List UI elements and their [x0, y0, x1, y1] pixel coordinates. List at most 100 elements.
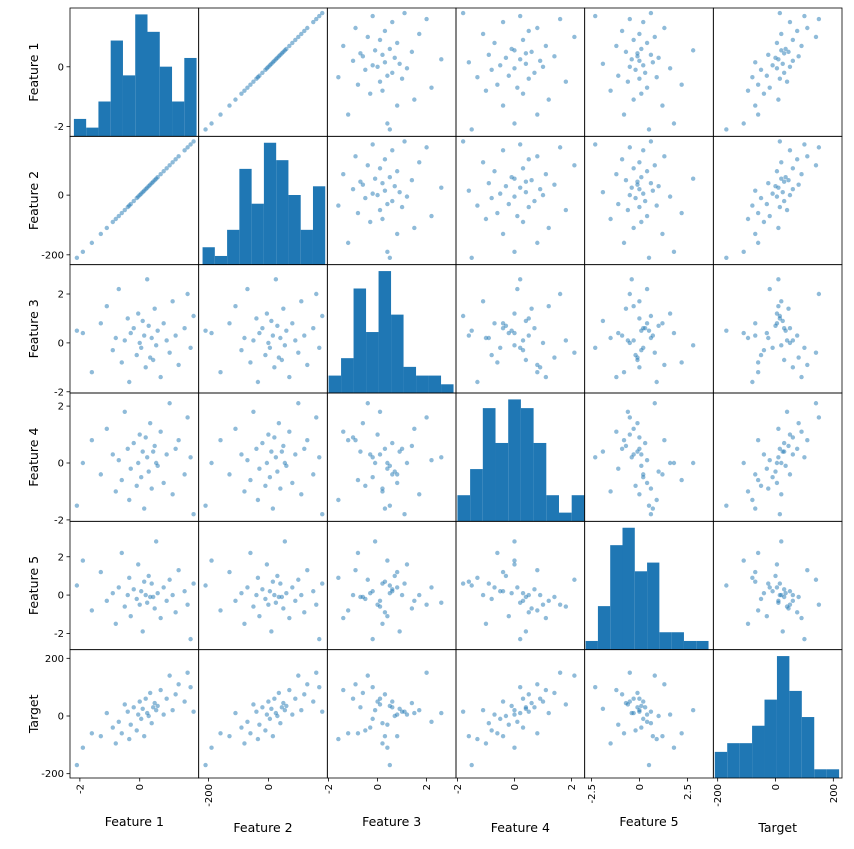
scatter-point [667, 194, 673, 199]
scatter-point [520, 91, 526, 96]
scatter-point [128, 201, 133, 207]
panel [460, 539, 577, 642]
scatter-point [336, 736, 341, 742]
scatter-point [662, 438, 667, 443]
scatter-point [526, 204, 531, 210]
scatter-point [251, 604, 256, 609]
scatter-point [787, 602, 793, 607]
scatter-point [627, 670, 632, 675]
panel-frame [69, 392, 200, 522]
scatter-point [429, 85, 434, 90]
scatter-point [755, 370, 761, 375]
scatter-point [119, 731, 124, 736]
scatter-point [460, 10, 466, 16]
scatter-point [275, 469, 280, 474]
scatter-point [394, 472, 400, 477]
scatter-point [608, 489, 613, 494]
scatter-point [652, 34, 657, 40]
scatter-point [794, 610, 800, 615]
scatter-point [517, 185, 523, 190]
scatter-point [512, 745, 517, 750]
scatter-point [520, 219, 526, 225]
scatter-point [80, 558, 86, 563]
scatter-point [218, 112, 223, 117]
x-axis-label: Feature 4 [491, 820, 550, 835]
scatter-point [644, 480, 650, 486]
scatter-point [150, 449, 156, 454]
scatter-point [690, 48, 696, 53]
panel [460, 277, 577, 385]
scatter-point [173, 446, 178, 451]
scatter-point [816, 415, 822, 420]
scatter-point [167, 163, 172, 168]
scatter-point [784, 207, 790, 213]
scatter-point [116, 213, 121, 219]
scatter-point [781, 440, 787, 446]
scatter-point [140, 449, 145, 454]
scatter-point [311, 589, 316, 594]
scatter-point [290, 585, 295, 590]
scatter-point [753, 321, 758, 326]
scatter-point [483, 621, 489, 627]
scatter-point [753, 333, 758, 338]
scatter-point [563, 79, 569, 84]
scatter-point [311, 699, 316, 704]
scatter-point [786, 306, 791, 311]
scatter-point [299, 299, 304, 304]
scatter-point [131, 440, 136, 446]
hist-bar [147, 31, 160, 137]
scatter-point [614, 374, 619, 380]
scatter-point [777, 204, 783, 210]
scatter-point [239, 725, 244, 730]
scatter-point [164, 452, 169, 457]
scatter-point [654, 736, 659, 742]
scatter-point [377, 37, 383, 43]
scatter-point [627, 192, 632, 198]
scatter-point [245, 457, 250, 463]
scatter-point [382, 28, 388, 34]
scatter-point [506, 73, 511, 78]
scatter-point [650, 733, 656, 739]
scatter-point [317, 684, 322, 690]
scatter-point [227, 569, 232, 575]
scatter-point [255, 497, 261, 503]
scatter-point [593, 684, 598, 690]
scatter-point [355, 550, 361, 556]
scatter-point [375, 602, 380, 607]
hist-bar [826, 769, 840, 778]
scatter-point [358, 705, 363, 710]
y-tick-label: -2 [54, 387, 64, 398]
scatter-point [648, 486, 654, 491]
scatter-point [780, 189, 785, 195]
scatter-point [509, 175, 514, 180]
scatter-point [779, 343, 784, 348]
scatter-point [136, 460, 141, 466]
scatter-point [146, 469, 151, 474]
scatter-point [257, 613, 262, 619]
scatter-point [529, 49, 534, 55]
scatter-point [188, 684, 193, 690]
x-axis-label: Target [757, 820, 797, 835]
scatter-point [750, 497, 755, 503]
scatter-point [535, 608, 540, 613]
scatter-point [377, 702, 383, 707]
scatter-point [563, 604, 569, 609]
scatter-point [341, 429, 346, 434]
y-tick-label: 2 [58, 290, 64, 301]
scatter-point [110, 725, 115, 730]
scatter-point [239, 91, 244, 96]
scatter-point [380, 581, 385, 586]
scatter-point [360, 420, 366, 426]
scatter-point [572, 350, 577, 355]
hist-bar [457, 495, 471, 522]
scatter-point [523, 629, 529, 634]
scatter-point [724, 503, 729, 508]
scatter-point [646, 762, 652, 768]
scatter-point [648, 335, 654, 341]
scatter-point [557, 602, 563, 607]
scatter-point [429, 719, 434, 724]
scatter-point [273, 455, 279, 460]
panel-frame [455, 135, 586, 266]
scatter-point [654, 497, 659, 503]
scatter-point [777, 313, 783, 319]
